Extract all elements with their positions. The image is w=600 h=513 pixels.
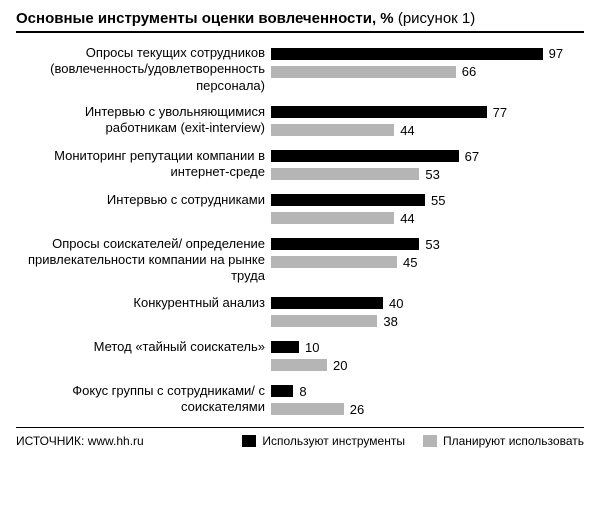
bars-group: 55 44 [271, 192, 584, 226]
chart-row: Конкурентный анализ4038 [16, 295, 584, 329]
bar-plan: 45 [271, 255, 584, 270]
legend-label: Используют инструменты [262, 434, 405, 448]
category-label: Конкурентный анализ [16, 295, 271, 311]
bars-group: 8 26 [271, 383, 584, 417]
bar-value: 20 [333, 358, 347, 373]
chart-row: Опросы соискателей/ определение привлека… [16, 236, 584, 285]
bar-rect [271, 194, 425, 206]
bar-plan: 44 [271, 123, 584, 138]
bar-plan: 26 [271, 402, 584, 417]
bar-use: 40 [271, 296, 584, 311]
bar-rect [271, 341, 299, 353]
bar-value: 45 [403, 255, 417, 270]
category-label: Интервью с увольняющимися работникам (ex… [16, 104, 271, 137]
category-label: Опросы текущих сотрудников (вовлеченност… [16, 45, 271, 94]
chart-footer: ИСТОЧНИК: www.hh.ru Используют инструмен… [16, 427, 584, 448]
bar-plan: 20 [271, 358, 584, 373]
legend-item: Планируют использовать [423, 434, 584, 448]
bar-use: 77 [271, 105, 584, 120]
bar-rect [271, 66, 456, 78]
legend-swatch [423, 435, 437, 447]
chart-row: Интервью с сотрудниками 55 44 [16, 192, 584, 226]
bar-rect [271, 48, 543, 60]
bars-group: 53 45 [271, 236, 584, 270]
legend: Используют инструменты Планируют использо… [242, 434, 584, 448]
bar-value: 53 [425, 167, 439, 182]
bar-value: 40 [389, 296, 403, 311]
bar-plan: 53 [271, 167, 584, 182]
bar-use: 67 [271, 149, 584, 164]
bar-chart: Опросы текущих сотрудников (вовлеченност… [16, 45, 584, 417]
bar-value: 38 [383, 314, 397, 329]
bar-rect [271, 212, 394, 224]
bar-plan: 38 [271, 314, 584, 329]
bar-use: 97 [271, 46, 584, 61]
title-light: (рисунок 1) [394, 10, 476, 27]
bar-plan: 44 [271, 211, 584, 226]
bar-value: 44 [400, 211, 414, 226]
bar-rect [271, 385, 293, 397]
legend-label: Планируют использовать [443, 434, 584, 448]
chart-row: Фокус группы с сотрудниками/ с соискател… [16, 383, 584, 417]
bar-use: 8 [271, 384, 584, 399]
source-value: www.hh.ru [88, 434, 144, 448]
bar-value: 77 [493, 105, 507, 120]
category-label: Метод «тайный соискатель» [16, 339, 271, 355]
bar-use: 10 [271, 340, 584, 355]
bar-plan: 66 [271, 64, 584, 79]
chart-row: Метод «тайный соискатель» 10 20 [16, 339, 584, 373]
bar-value: 8 [299, 384, 306, 399]
bar-rect [271, 315, 377, 327]
bar-rect [271, 403, 344, 415]
legend-item: Используют инструменты [242, 434, 405, 448]
bar-use: 53 [271, 237, 584, 252]
title-bold: Основные инструменты оценки вовлеченност… [16, 10, 394, 27]
bar-rect [271, 238, 419, 250]
bar-value: 67 [465, 149, 479, 164]
bar-value: 44 [400, 123, 414, 138]
category-label: Интервью с сотрудниками [16, 192, 271, 208]
chart-title: Основные инструменты оценки вовлеченност… [16, 10, 584, 33]
category-label: Мониторинг репутации компании в интернет… [16, 148, 271, 181]
source-text: ИСТОЧНИК: www.hh.ru [16, 434, 144, 448]
bars-group: 67 53 [271, 148, 584, 182]
bars-group: 97 66 [271, 45, 584, 79]
bars-group: 4038 [271, 295, 584, 329]
source-prefix: ИСТОЧНИК: [16, 434, 88, 448]
category-label: Опросы соискателей/ определение привлека… [16, 236, 271, 285]
legend-swatch [242, 435, 256, 447]
chart-row: Мониторинг репутации компании в интернет… [16, 148, 584, 182]
chart-row: Опросы текущих сотрудников (вовлеченност… [16, 45, 584, 94]
bar-rect [271, 124, 394, 136]
bar-value: 97 [549, 46, 563, 61]
bar-rect [271, 256, 397, 268]
bar-rect [271, 297, 383, 309]
bar-value: 55 [431, 193, 445, 208]
bar-value: 66 [462, 64, 476, 79]
bar-rect [271, 150, 459, 162]
bars-group: 77 44 [271, 104, 584, 138]
category-label: Фокус группы с сотрудниками/ с соискател… [16, 383, 271, 416]
bar-rect [271, 359, 327, 371]
bar-use: 55 [271, 193, 584, 208]
chart-row: Интервью с увольняющимися работникам (ex… [16, 104, 584, 138]
bar-rect [271, 106, 487, 118]
bar-value: 26 [350, 402, 364, 417]
bars-group: 10 20 [271, 339, 584, 373]
bar-rect [271, 168, 419, 180]
bar-value: 10 [305, 340, 319, 355]
bar-value: 53 [425, 237, 439, 252]
